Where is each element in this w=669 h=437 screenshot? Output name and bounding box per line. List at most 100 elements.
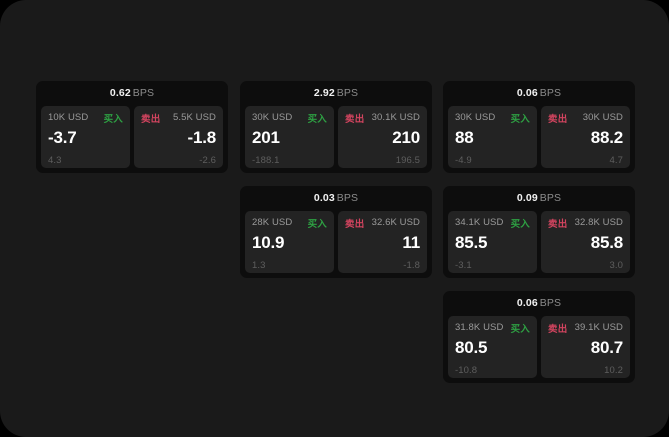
quote-card[interactable]: 0.06 BPS 30K USD 买入 88 -4.9: [443, 81, 635, 173]
card-header: 0.06 BPS: [443, 291, 635, 316]
quote-card[interactable]: 0.62 BPS 10K USD 买入 -3.7 4.3: [36, 81, 228, 173]
buy-side[interactable]: 31.8K USD 买入 80.5 -10.8: [448, 316, 537, 378]
buy-quantity: 28K USD: [252, 217, 293, 228]
buy-price-row: -3.7: [48, 125, 123, 150]
spread-unit: BPS: [539, 297, 562, 309]
buy-action-label: 买入: [103, 113, 123, 125]
sell-delta-row: 196.5: [345, 153, 420, 165]
buy-price-row: 201: [252, 125, 327, 150]
quote-card[interactable]: 2.92 BPS 30K USD 买入 201 -188.1: [240, 81, 432, 173]
sell-delta-row: 4.7: [548, 153, 623, 165]
sell-delta: 196.5: [395, 154, 420, 166]
sell-side-top: 卖出 32.8K USD: [548, 216, 623, 230]
sell-price-row: 210: [345, 125, 420, 150]
sell-price: 210: [392, 128, 420, 147]
quote-column-3: 0.06 BPS 30K USD 买入 88 -4.9: [443, 81, 635, 396]
sell-delta: 3.0: [609, 259, 623, 271]
buy-side-top: 31.8K USD 买入: [455, 321, 530, 335]
buy-side[interactable]: 10K USD 买入 -3.7 4.3: [41, 106, 130, 168]
sell-price: 11: [402, 233, 420, 252]
spread-value: 0.06: [516, 297, 538, 309]
buy-delta-row: 1.3: [252, 258, 327, 270]
sell-price-row: 11: [345, 230, 420, 255]
sell-quantity: 30K USD: [582, 112, 623, 123]
buy-price: -3.7: [48, 128, 77, 147]
buy-delta: -188.1: [252, 154, 280, 166]
sell-price: 80.7: [590, 338, 623, 357]
card-header: 2.92 BPS: [240, 81, 432, 106]
sell-delta-row: -2.6: [141, 153, 216, 165]
sell-delta-row: -1.8: [345, 258, 420, 270]
spread-value: 0.03: [313, 192, 335, 204]
buy-price-row: 80.5: [455, 335, 530, 360]
buy-quantity: 10K USD: [48, 112, 89, 123]
card-header: 0.62 BPS: [36, 81, 228, 106]
card-sides: 30K USD 买入 88 -4.9 卖出 30K USD: [448, 106, 630, 168]
sell-quantity: 32.6K USD: [371, 217, 420, 228]
sell-delta: 10.2: [604, 364, 623, 376]
buy-delta: 4.3: [48, 154, 62, 166]
buy-price: 85.5: [455, 233, 488, 252]
spread-value: 0.06: [516, 87, 538, 99]
buy-delta-row: -4.9: [455, 153, 530, 165]
buy-delta: 1.3: [252, 259, 266, 271]
buy-action-label: 买入: [510, 113, 530, 125]
sell-quantity: 30.1K USD: [371, 112, 420, 123]
sell-side[interactable]: 卖出 30.1K USD 210 196.5: [338, 106, 427, 168]
buy-side-top: 34.1K USD 买入: [455, 216, 530, 230]
spread-unit: BPS: [336, 192, 359, 204]
sell-action-label: 卖出: [345, 113, 365, 125]
buy-delta-row: -10.8: [455, 363, 530, 375]
buy-side[interactable]: 30K USD 买入 88 -4.9: [448, 106, 537, 168]
buy-quantity: 30K USD: [252, 112, 293, 123]
buy-action-label: 买入: [307, 113, 327, 125]
buy-delta-row: -188.1: [252, 153, 327, 165]
buy-action-label: 买入: [307, 218, 327, 230]
sell-quantity: 5.5K USD: [172, 112, 216, 123]
sell-side[interactable]: 卖出 32.6K USD 11 -1.8: [338, 211, 427, 273]
spread-value: 0.09: [516, 192, 538, 204]
quote-card[interactable]: 0.03 BPS 28K USD 买入 10.9 1.3: [240, 186, 432, 278]
buy-price-row: 85.5: [455, 230, 530, 255]
buy-delta: -4.9: [455, 154, 472, 166]
sell-side-top: 卖出 30.1K USD: [345, 111, 420, 125]
quote-card[interactable]: 0.09 BPS 34.1K USD 买入 85.5 -3.1: [443, 186, 635, 278]
buy-quantity: 30K USD: [455, 112, 496, 123]
card-sides: 10K USD 买入 -3.7 4.3 卖出 5.5K US: [41, 106, 223, 168]
buy-side-top: 30K USD 买入: [455, 111, 530, 125]
sell-action-label: 卖出: [548, 218, 568, 230]
spread-value: 2.92: [313, 87, 335, 99]
spread-unit: BPS: [539, 87, 562, 99]
buy-delta: -3.1: [455, 259, 472, 271]
buy-side-top: 30K USD 买入: [252, 111, 327, 125]
card-header: 0.03 BPS: [240, 186, 432, 211]
sell-price-row: -1.8: [141, 125, 217, 150]
sell-delta-row: 10.2: [548, 363, 623, 375]
sell-price-row: 80.7: [548, 335, 623, 360]
buy-side[interactable]: 28K USD 买入 10.9 1.3: [245, 211, 334, 273]
buy-side[interactable]: 34.1K USD 买入 85.5 -3.1: [448, 211, 537, 273]
sell-price-row: 85.8: [548, 230, 623, 255]
buy-price: 80.5: [455, 338, 488, 357]
sell-side-top: 卖出 32.6K USD: [345, 216, 420, 230]
sell-side[interactable]: 卖出 32.8K USD 85.8 3.0: [541, 211, 630, 273]
buy-quantity: 31.8K USD: [455, 322, 504, 333]
sell-side[interactable]: 卖出 5.5K USD -1.8 -2.6: [134, 106, 223, 168]
sell-side[interactable]: 卖出 30K USD 88.2 4.7: [541, 106, 630, 168]
spread-value: 0.62: [109, 87, 131, 99]
buy-action-label: 买入: [510, 323, 530, 335]
sell-quantity: 32.8K USD: [574, 217, 623, 228]
buy-delta: -10.8: [455, 364, 478, 376]
buy-side-top: 28K USD 买入: [252, 216, 327, 230]
sell-delta-row: 3.0: [548, 258, 623, 270]
buy-side[interactable]: 30K USD 买入 201 -188.1: [245, 106, 334, 168]
quote-card[interactable]: 0.06 BPS 31.8K USD 买入 80.5 -10.8: [443, 291, 635, 383]
card-sides: 30K USD 买入 201 -188.1 卖出 30.1K: [245, 106, 427, 168]
buy-price-row: 10.9: [252, 230, 327, 255]
card-sides: 34.1K USD 买入 85.5 -3.1 卖出 32.8: [448, 211, 630, 273]
sell-price-row: 88.2: [548, 125, 623, 150]
sell-side[interactable]: 卖出 39.1K USD 80.7 10.2: [541, 316, 630, 378]
sell-side-top: 卖出 39.1K USD: [548, 321, 623, 335]
sell-price: -1.8: [187, 128, 217, 147]
